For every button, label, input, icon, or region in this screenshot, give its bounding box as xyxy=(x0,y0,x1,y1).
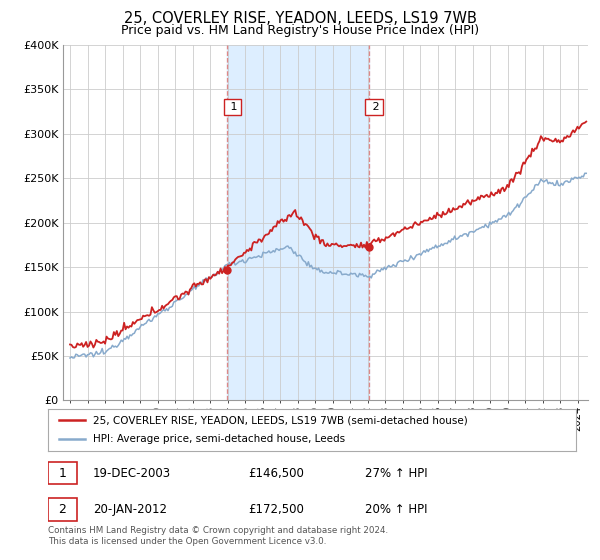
Text: 25, COVERLEY RISE, YEADON, LEEDS, LS19 7WB (semi-detached house): 25, COVERLEY RISE, YEADON, LEEDS, LS19 7… xyxy=(93,415,467,425)
Text: 20% ↑ HPI: 20% ↑ HPI xyxy=(365,503,427,516)
Text: 25, COVERLEY RISE, YEADON, LEEDS, LS19 7WB: 25, COVERLEY RISE, YEADON, LEEDS, LS19 7… xyxy=(124,11,476,26)
Text: £146,500: £146,500 xyxy=(248,466,305,480)
Text: Contains HM Land Registry data © Crown copyright and database right 2024.
This d: Contains HM Land Registry data © Crown c… xyxy=(48,526,388,546)
Text: 1: 1 xyxy=(59,466,67,480)
Text: HPI: Average price, semi-detached house, Leeds: HPI: Average price, semi-detached house,… xyxy=(93,435,345,445)
Bar xyxy=(227,45,368,400)
Text: 2: 2 xyxy=(59,503,67,516)
Text: 27% ↑ HPI: 27% ↑ HPI xyxy=(365,466,427,480)
FancyBboxPatch shape xyxy=(48,498,77,521)
Text: Price paid vs. HM Land Registry's House Price Index (HPI): Price paid vs. HM Land Registry's House … xyxy=(121,24,479,36)
Text: 2: 2 xyxy=(368,102,379,112)
Text: 1: 1 xyxy=(227,102,238,112)
FancyBboxPatch shape xyxy=(48,462,77,484)
Text: 20-JAN-2012: 20-JAN-2012 xyxy=(93,503,167,516)
Text: 19-DEC-2003: 19-DEC-2003 xyxy=(93,466,171,480)
Text: £172,500: £172,500 xyxy=(248,503,305,516)
